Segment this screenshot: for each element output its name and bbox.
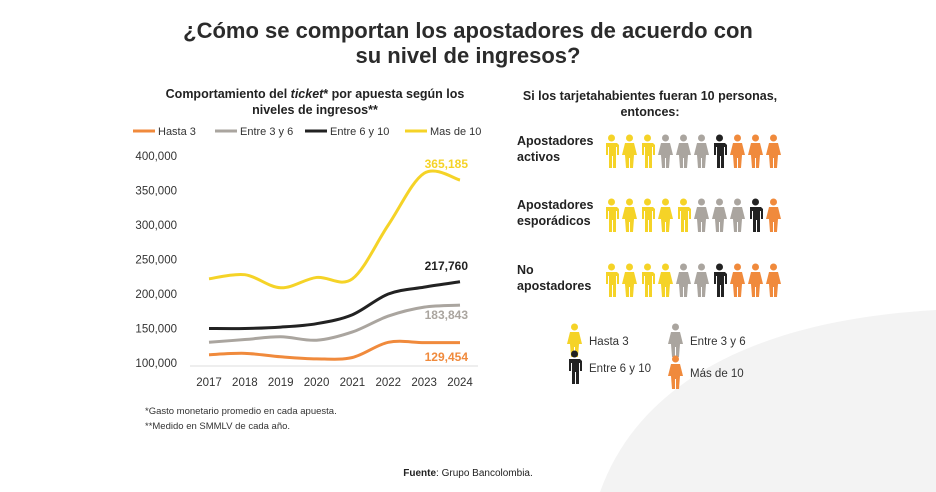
person-icon: [747, 198, 764, 237]
legend-label: Entre 6 y 10: [330, 126, 389, 138]
person-icon: [693, 134, 710, 173]
person-icon: [667, 355, 684, 392]
line-chart: 100,000 150,000 200,000 250,000 300,000 350,0…: [133, 126, 481, 389]
row-label-line2: activos: [517, 150, 561, 164]
row-label-line1: Apostadores: [517, 198, 594, 212]
row-label-line1: No: [517, 263, 534, 277]
y-tick-label: 400,000: [135, 151, 177, 163]
legend-label: Hasta 3: [158, 126, 196, 138]
person-icon: [711, 198, 728, 237]
person-icon: [657, 198, 674, 237]
person-icon: [765, 263, 782, 302]
x-tick-label: 2023: [411, 377, 437, 389]
person-icon: [621, 263, 638, 302]
pictogram-legend-item: Entre 6 y 10: [566, 350, 651, 387]
footnote-1: *Gasto monetario promedio en cada apuest…: [145, 406, 337, 417]
person-icon: [675, 263, 692, 302]
person-icon: [747, 134, 764, 173]
person-icon: [711, 134, 728, 173]
person-icon: [566, 350, 583, 387]
person-icon: [765, 198, 782, 237]
x-tick-label: 2022: [375, 377, 401, 389]
person-icon: [765, 134, 782, 173]
person-icon: [603, 198, 620, 237]
series-line: [208, 339, 461, 361]
person-icon: [747, 263, 764, 302]
person-icon: [603, 134, 620, 173]
row-label: Apostadores esporádicos: [517, 197, 593, 229]
footnote-2: **Medido en SMMLV de cada año.: [145, 421, 291, 432]
x-tick-label: 2024: [447, 377, 473, 389]
data-label: 217,760: [425, 259, 469, 273]
page-title: ¿Cómo se comportan los apostadores de ac…: [183, 18, 753, 68]
data-label: 365,185: [425, 157, 469, 171]
person-icon: [693, 198, 710, 237]
person-icon: [621, 198, 638, 237]
person-icon: [729, 134, 746, 173]
row-label-line2: esporádicos: [517, 214, 591, 228]
legend-label: Hasta 3: [589, 335, 629, 348]
data-label: 129,454: [425, 350, 469, 364]
person-icon: [729, 198, 746, 237]
person-icon: [566, 323, 583, 360]
legend-label: Entre 3 y 6: [690, 335, 746, 348]
row-label: No apostadores: [517, 262, 591, 294]
x-tick-label: 2021: [340, 377, 366, 389]
person-icon: [657, 263, 674, 302]
pictogram-legend-item: Más de 10: [667, 355, 744, 392]
x-tick-label: 2017: [196, 377, 222, 389]
row-label-line2: apostadores: [517, 279, 592, 293]
legend-label: Entre 3 y 6: [240, 126, 293, 138]
pictogram-legend-item: Entre 3 y 6: [667, 323, 746, 360]
person-icon: [657, 134, 674, 173]
person-row: [603, 263, 782, 302]
row-label-line1: Apostadores: [517, 134, 594, 148]
y-tick-label: 150,000: [135, 324, 177, 336]
person-icon: [639, 134, 656, 173]
person-row: [603, 134, 782, 173]
person-icon: [675, 198, 692, 237]
y-tick-label: 200,000: [135, 289, 177, 301]
row-label: Apostadores activos: [517, 133, 593, 165]
person-row: [603, 198, 782, 237]
y-tick-label: 250,000: [135, 255, 177, 267]
series-line: [208, 280, 461, 331]
person-icon: [729, 263, 746, 302]
chart-title: Comportamiento del ticket* por apuesta s…: [165, 87, 465, 117]
person-icon: [621, 134, 638, 173]
x-tick-label: 2019: [268, 377, 294, 389]
legend-label: Entre 6 y 10: [589, 362, 652, 375]
legend-label: Más de 10: [690, 367, 744, 380]
y-tick-label: 350,000: [135, 186, 177, 198]
series-line: [208, 169, 461, 290]
person-icon: [603, 263, 620, 302]
y-tick-label: 100,000: [135, 358, 177, 370]
person-icon: [711, 263, 728, 302]
y-tick-label: 300,000: [135, 220, 177, 232]
person-icon: [693, 263, 710, 302]
x-tick-label: 2020: [304, 377, 330, 389]
person-icon: [675, 134, 692, 173]
person-icon: [667, 323, 684, 360]
data-label: 183,843: [425, 308, 469, 322]
pictogram-title: Si los tarjetahabientes fueran 10 person…: [522, 89, 778, 119]
pictogram-legend-item: Hasta 3: [566, 323, 629, 360]
series-line: [208, 303, 461, 344]
person-icon: [639, 198, 656, 237]
legend-label: Mas de 10: [430, 126, 481, 138]
source: Fuente: Grupo Bancolombia.: [403, 468, 533, 479]
x-tick-label: 2018: [232, 377, 258, 389]
person-icon: [639, 263, 656, 302]
